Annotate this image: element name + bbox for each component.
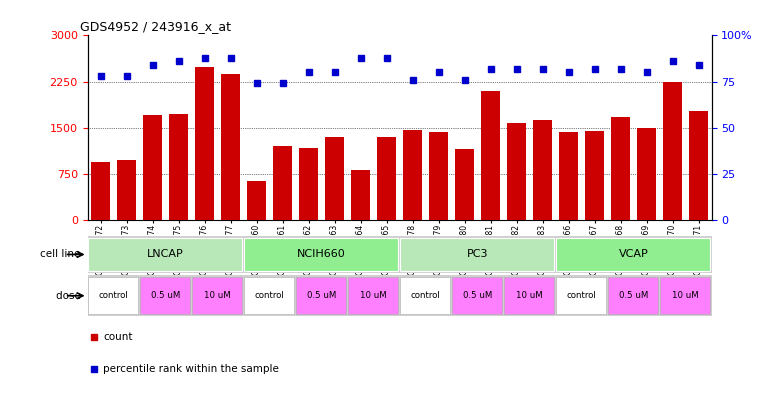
Text: count: count	[103, 332, 132, 342]
Text: control: control	[99, 291, 129, 300]
Bar	[508, 123, 526, 220]
Bar	[348, 277, 398, 314]
Bar	[352, 170, 370, 220]
Text: 10 uM: 10 uM	[360, 291, 387, 300]
Text: control: control	[567, 291, 597, 300]
Bar	[143, 116, 161, 220]
Bar	[585, 131, 603, 220]
Text: 0.5 uM: 0.5 uM	[307, 291, 336, 300]
Bar	[559, 132, 578, 220]
Bar	[611, 117, 629, 220]
Bar	[533, 120, 552, 220]
Text: control: control	[255, 291, 285, 300]
Bar	[295, 277, 346, 314]
Bar	[429, 132, 447, 220]
Bar	[403, 130, 422, 220]
Bar	[299, 148, 317, 220]
Bar	[377, 137, 396, 220]
Bar	[664, 82, 682, 220]
Text: dose: dose	[56, 291, 84, 301]
Text: 10 uM: 10 uM	[516, 291, 543, 300]
Text: GDS4952 / 243916_x_at: GDS4952 / 243916_x_at	[80, 20, 231, 33]
Bar	[400, 277, 451, 314]
Bar	[91, 162, 110, 220]
Bar	[247, 181, 266, 220]
Bar	[244, 277, 295, 314]
Bar	[88, 277, 139, 314]
Bar	[170, 114, 188, 220]
Bar	[689, 111, 708, 220]
Bar	[192, 277, 242, 314]
Text: control: control	[411, 291, 441, 300]
Text: 10 uM: 10 uM	[204, 291, 231, 300]
Text: 0.5 uM: 0.5 uM	[619, 291, 648, 300]
Bar	[504, 277, 554, 314]
Bar	[607, 277, 658, 314]
Bar	[660, 277, 710, 314]
Bar	[455, 149, 473, 220]
Bar	[244, 238, 398, 271]
Text: PC3: PC3	[466, 250, 489, 259]
Bar	[221, 73, 240, 220]
Bar	[139, 277, 190, 314]
Text: NCIH660: NCIH660	[297, 250, 346, 259]
Bar	[638, 128, 656, 220]
Text: LNCAP: LNCAP	[147, 250, 184, 259]
Bar	[451, 277, 502, 314]
Bar	[556, 238, 710, 271]
Text: 0.5 uM: 0.5 uM	[463, 291, 492, 300]
Text: 0.5 uM: 0.5 uM	[151, 291, 180, 300]
Bar	[117, 160, 135, 220]
Text: VCAP: VCAP	[619, 250, 648, 259]
Bar	[400, 238, 554, 271]
Text: 10 uM: 10 uM	[672, 291, 699, 300]
Text: cell line: cell line	[40, 250, 84, 259]
Bar	[196, 67, 214, 220]
Bar	[556, 277, 607, 314]
Bar	[326, 137, 344, 220]
Bar	[273, 146, 291, 220]
Bar	[88, 238, 242, 271]
Bar	[482, 91, 500, 220]
Text: percentile rank within the sample: percentile rank within the sample	[103, 364, 279, 374]
